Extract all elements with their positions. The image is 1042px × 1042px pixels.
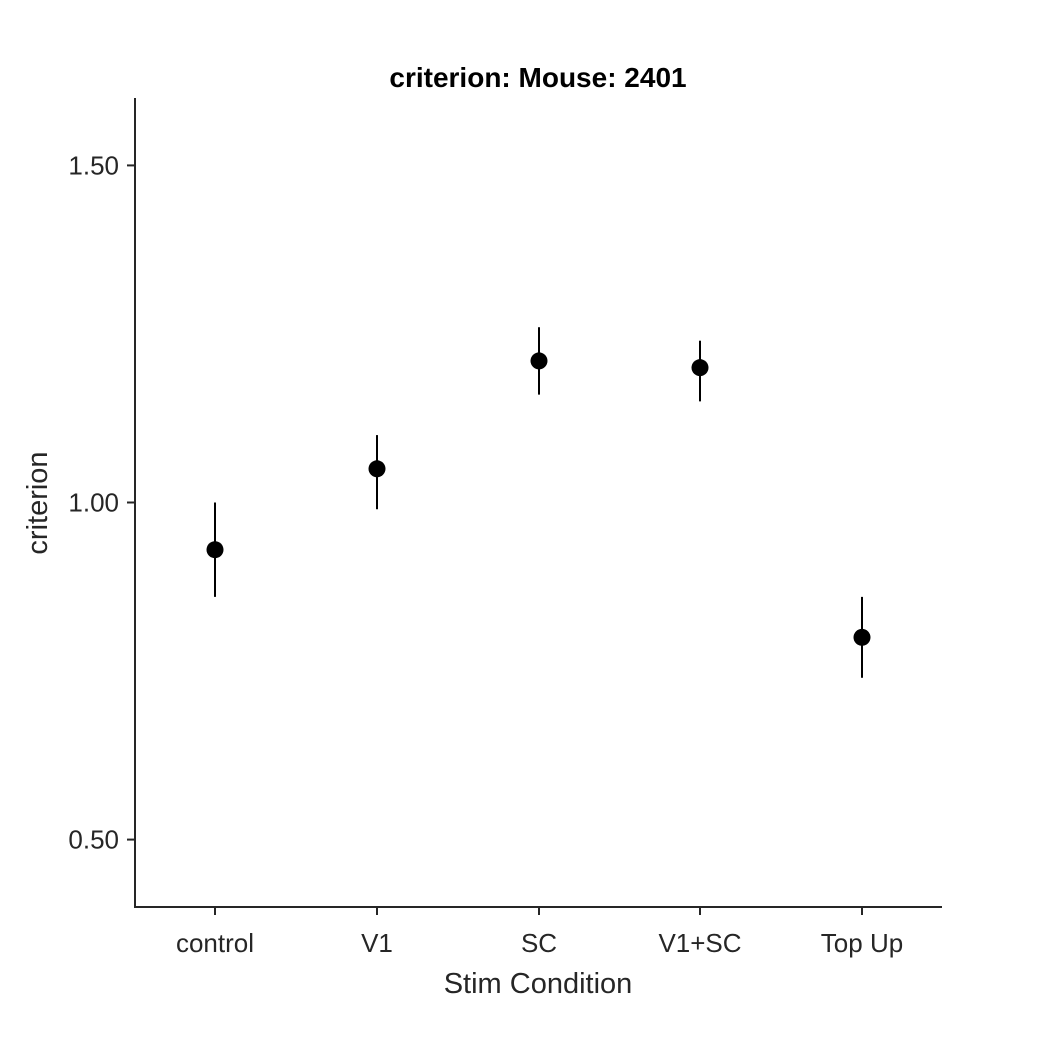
- y-axis-label: criterion: [22, 451, 54, 554]
- data-point: [206, 541, 224, 559]
- y-tick-label: 1.00: [68, 488, 119, 518]
- data-point: [691, 359, 709, 377]
- x-axis-label: Stim Condition: [444, 968, 633, 1000]
- x-tick-label: V1+SC: [658, 928, 741, 958]
- x-tick-label: control: [176, 928, 254, 958]
- y-tick-label: 0.50: [68, 825, 119, 855]
- chart-title: criterion: Mouse: 2401: [389, 62, 686, 93]
- data-points: [206, 352, 871, 646]
- y-axis-ticks: 0.50 1.00 1.50: [68, 150, 135, 855]
- x-axis-ticks: control V1 SC V1+SC Top Up: [176, 907, 903, 958]
- error-bars: [214, 327, 863, 678]
- x-tick-label: SC: [521, 928, 557, 958]
- data-point: [368, 460, 386, 478]
- data-point: [530, 352, 548, 370]
- y-tick-label: 1.50: [68, 150, 119, 180]
- x-tick-label: Top Up: [821, 928, 903, 958]
- data-point: [853, 628, 871, 646]
- x-tick-label: V1: [361, 928, 393, 958]
